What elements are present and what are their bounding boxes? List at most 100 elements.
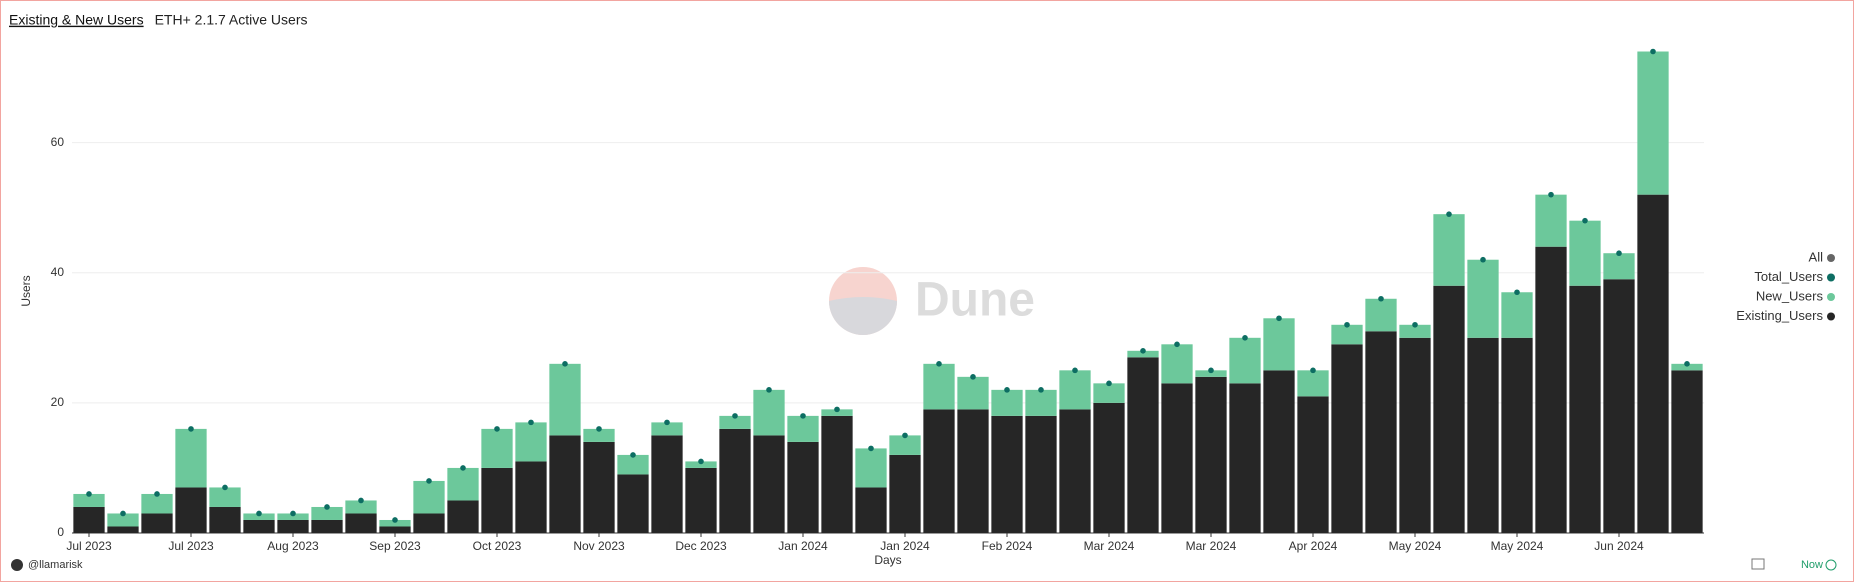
bar-segment [209, 487, 241, 507]
total-dot [732, 413, 738, 419]
bar-segment [719, 428, 751, 533]
legend-label: All [1809, 249, 1824, 264]
bar-segment [73, 493, 105, 507]
camera-icon[interactable] [1751, 558, 1765, 570]
watermark-logo-half [829, 297, 897, 335]
bar-segment [1569, 220, 1601, 286]
total-dot [1548, 191, 1554, 198]
x-tick-label: Dec 2023 [675, 539, 727, 553]
bar-segment [175, 428, 207, 488]
status-icon [1825, 559, 1837, 571]
bar-segment [1501, 292, 1533, 338]
bar-segment [379, 519, 411, 527]
total-dot [1412, 321, 1418, 328]
bar-segment [1195, 376, 1227, 533]
x-tick-label: May 2024 [1491, 539, 1544, 553]
bar-segment [1093, 402, 1125, 533]
total-dot [562, 361, 568, 367]
legend-label[interactable]: Total_Users [1754, 269, 1823, 284]
bar-segment [617, 454, 649, 475]
bar-segment [141, 513, 173, 533]
bar-segment [209, 506, 241, 533]
total-dot [1242, 335, 1248, 341]
bar-segment [1263, 318, 1295, 371]
bar-segment [1637, 51, 1669, 195]
bar-segment [957, 409, 989, 533]
total-dot [188, 426, 194, 432]
y-tick-label: 60 [51, 135, 65, 149]
bar-segment [413, 513, 445, 533]
x-tick-label: Sep 2023 [369, 539, 421, 553]
total-dot [1310, 367, 1316, 374]
total-dot [664, 419, 670, 426]
total-dot [1276, 315, 1282, 322]
y-axis-label: Users [19, 275, 33, 306]
bar-segment [923, 363, 955, 410]
total-dot [86, 491, 92, 497]
total-dot [1446, 211, 1452, 217]
total-dot [1616, 250, 1622, 257]
bar-segment [413, 480, 445, 514]
bar-segment [1467, 259, 1499, 338]
bar-segment [1229, 337, 1261, 384]
bar-segment [243, 513, 275, 520]
total-dot [358, 497, 364, 504]
bar-segment [107, 513, 139, 527]
bar-segment [73, 506, 105, 533]
total-dot [630, 452, 636, 458]
bar-segment [991, 415, 1023, 533]
bar-segment [1093, 383, 1125, 403]
bar-segment [107, 526, 139, 533]
total-dot [222, 484, 228, 491]
total-dot [766, 387, 772, 393]
bar-segment [1535, 246, 1567, 533]
total-dot [1344, 321, 1350, 328]
x-tick-label: Apr 2024 [1289, 539, 1338, 553]
bar-segment [515, 422, 547, 462]
legend-swatch [1827, 273, 1835, 282]
total-dot [902, 432, 908, 439]
chart-title: Existing & New Users [9, 12, 144, 28]
bar-segment [1501, 337, 1533, 533]
total-dot [1004, 387, 1010, 393]
bar-segment [447, 500, 479, 533]
total-dot [1208, 367, 1214, 374]
bar-segment [889, 454, 921, 533]
bar-segment [685, 467, 717, 533]
x-tick-label: Jan 2024 [880, 539, 930, 553]
legend-swatch [1827, 254, 1835, 262]
legend-label[interactable]: Existing_Users [1736, 308, 1823, 323]
total-dot [1650, 48, 1656, 55]
bar-segment [583, 428, 615, 442]
x-axis-label: Days [874, 553, 901, 567]
total-dot [1174, 341, 1180, 348]
bar-segment [1433, 214, 1465, 286]
footer-user[interactable]: @llamarisk [28, 559, 83, 571]
bar-segment [651, 435, 683, 533]
bar-segment [1399, 324, 1431, 338]
bar-segment [1433, 285, 1465, 533]
total-dot [834, 406, 840, 413]
bar-segment [583, 441, 615, 533]
total-dot [936, 361, 942, 367]
bar-segment [1229, 383, 1261, 533]
bar-segment [1637, 194, 1669, 534]
x-tick-label: Feb 2024 [982, 539, 1033, 553]
bar-segment [1127, 350, 1159, 358]
bar-segment [1263, 370, 1295, 533]
user-avatar [11, 559, 23, 571]
bar-segment [787, 441, 819, 533]
x-tick-label: Jul 2023 [168, 539, 214, 553]
legend-label[interactable]: New_Users [1756, 288, 1824, 303]
legend-swatch [1827, 293, 1835, 301]
total-dot [1140, 348, 1146, 354]
total-dot [698, 458, 704, 465]
total-dot [1480, 256, 1486, 263]
bar-segment [855, 487, 887, 533]
bar-segment [957, 376, 989, 410]
bar-segment [753, 389, 785, 436]
bar-segment [1161, 344, 1193, 384]
total-dot [324, 504, 330, 510]
bar-segment [1467, 337, 1499, 533]
bar-segment [549, 363, 581, 436]
